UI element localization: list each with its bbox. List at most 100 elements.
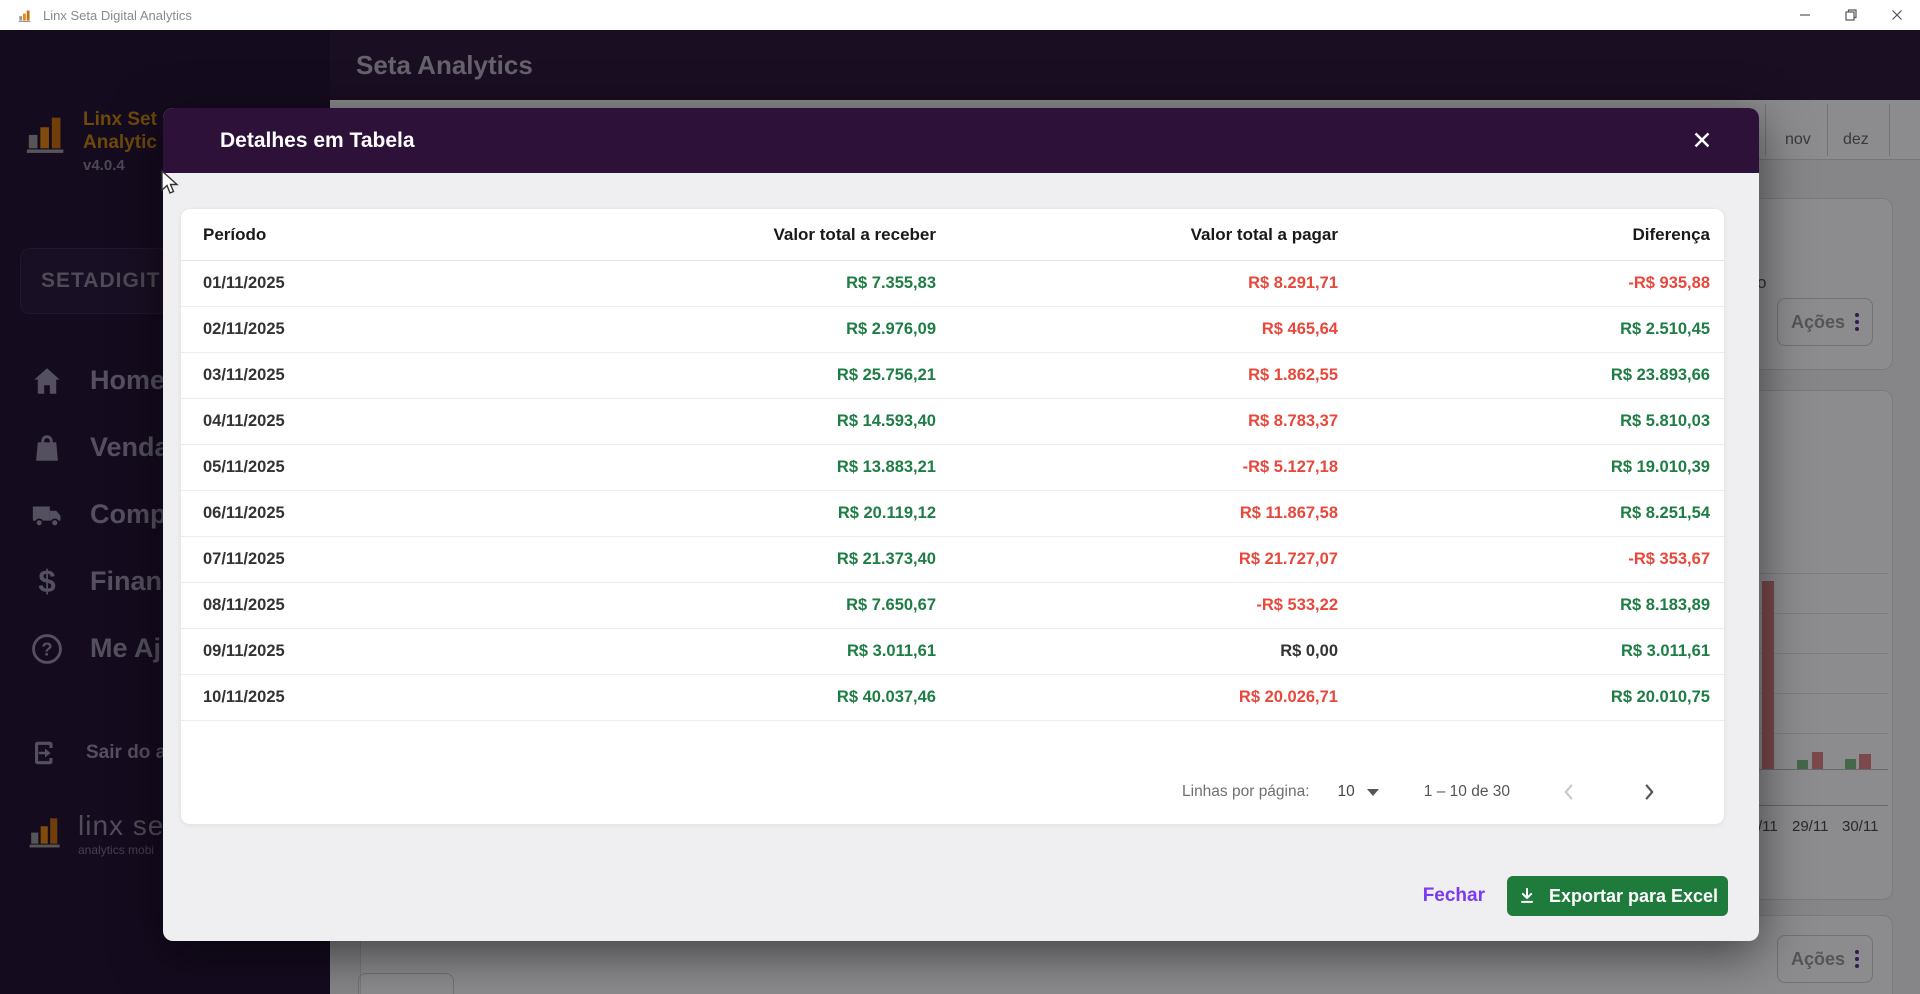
fechar-button[interactable]: Fechar bbox=[1422, 885, 1485, 906]
rows-per-page-label: Linhas por página: bbox=[1182, 783, 1310, 800]
cell-periodo: 03/11/2025 bbox=[203, 366, 285, 384]
export-excel-button[interactable]: Exportar para Excel bbox=[1507, 876, 1728, 916]
chart-x-tick: 30/11 bbox=[1842, 818, 1879, 835]
pagination-bar: Linhas por página: 10 1 – 10 de 30 bbox=[181, 760, 1724, 824]
cell-pagar: R$ 465,64 bbox=[1261, 320, 1338, 338]
cell-periodo: 01/11/2025 bbox=[203, 274, 285, 292]
chart-bar bbox=[1845, 759, 1856, 769]
nav-item-label: Finan bbox=[90, 566, 162, 596]
download-icon bbox=[1520, 887, 1533, 903]
sidebar-item-me-aj[interactable]: Me Aj bbox=[0, 615, 330, 682]
chart-bar bbox=[1812, 752, 1823, 769]
modal-header: Detalhes em Tabela ✕ bbox=[163, 108, 1759, 173]
cell-diferenca: -R$ 935,88 bbox=[1628, 274, 1710, 292]
table-row: 08/11/2025 R$ 7.650,67 -R$ 533,22 R$ 8.1… bbox=[181, 583, 1724, 629]
cell-receber: R$ 2.976,09 bbox=[846, 320, 936, 338]
cell-pagar: R$ 8.783,37 bbox=[1248, 412, 1338, 430]
table-row: 02/11/2025 R$ 2.976,09 R$ 465,64 R$ 2.51… bbox=[181, 307, 1724, 353]
previous-page-button[interactable] bbox=[1558, 781, 1580, 803]
chevron-right-icon bbox=[1645, 784, 1654, 800]
table-body: 01/11/2025 R$ 7.355,83 R$ 8.291,71 -R$ 9… bbox=[181, 261, 1724, 721]
actions-button-label: Ações bbox=[1790, 948, 1846, 969]
table-row: 01/11/2025 R$ 7.355,83 R$ 8.291,71 -R$ 9… bbox=[181, 261, 1724, 307]
table-row: 07/11/2025 R$ 21.373,40 R$ 21.727,07 -R$… bbox=[181, 537, 1724, 583]
table-header-row: Período Valor total a receber Valor tota… bbox=[181, 209, 1724, 261]
column-header-periodo: Período bbox=[203, 224, 267, 244]
nav-item-label: Venda bbox=[90, 432, 170, 462]
month-tab-dez[interactable]: dez bbox=[1843, 131, 1869, 148]
chart-bar bbox=[1859, 754, 1871, 769]
next-page-button[interactable] bbox=[1638, 781, 1660, 803]
cell-pagar: R$ 21.727,07 bbox=[1238, 550, 1338, 568]
close-icon[interactable]: ✕ bbox=[1691, 126, 1713, 155]
modal-body: Período Valor total a receber Valor tota… bbox=[163, 173, 1759, 825]
month-separator bbox=[1889, 104, 1890, 156]
cell-periodo: 04/11/2025 bbox=[203, 412, 285, 430]
actions-button-bottom[interactable]: Ações bbox=[1777, 935, 1873, 983]
sidebar-item-finan[interactable]: Finan bbox=[0, 548, 330, 615]
brand-subtitle: analytics mobi bbox=[78, 843, 155, 857]
nav-list: Home Venda Comp Finan Me Aj bbox=[0, 347, 330, 682]
chart-gridline bbox=[1740, 693, 1888, 694]
cell-diferenca: R$ 2.510,45 bbox=[1620, 320, 1710, 338]
brand-name: linx se bbox=[78, 810, 165, 841]
cell-receber: R$ 25.756,21 bbox=[836, 366, 936, 384]
kebab-menu-icon bbox=[1855, 950, 1860, 968]
cell-pagar: R$ 11.867,58 bbox=[1239, 504, 1338, 522]
app-version: v4.0.4 bbox=[83, 157, 125, 175]
chart-gridline bbox=[1740, 653, 1888, 654]
cell-periodo: 08/11/2025 bbox=[203, 596, 285, 614]
rows-per-page-select[interactable]: 10 bbox=[1338, 783, 1379, 801]
cell-pagar: -R$ 5.127,18 bbox=[1242, 458, 1338, 476]
table-row: 04/11/2025 R$ 14.593,40 R$ 8.783,37 R$ 5… bbox=[181, 399, 1724, 445]
logout-label: Sair do a bbox=[86, 742, 167, 763]
cell-receber: R$ 3.011,61 bbox=[847, 642, 936, 660]
app-logo-icon bbox=[18, 8, 33, 23]
cell-diferenca: R$ 20.010,75 bbox=[1610, 688, 1710, 706]
table-row: 09/11/2025 R$ 3.011,61 R$ 0,00 R$ 3.011,… bbox=[181, 629, 1724, 675]
window-title: Linx Seta Digital Analytics bbox=[43, 7, 192, 23]
cell-diferenca: R$ 3.011,61 bbox=[1621, 642, 1710, 660]
sidebar-logo: Linx Set Analytic v4.0.4 bbox=[25, 108, 157, 176]
sidebar-item-logout[interactable]: Sair do a bbox=[30, 738, 166, 768]
close-window-icon[interactable] bbox=[1874, 0, 1920, 30]
kebab-menu-icon bbox=[1855, 313, 1860, 331]
sidebar-item-comp[interactable]: Comp bbox=[0, 481, 330, 548]
table-row: 05/11/2025 R$ 13.883,21 -R$ 5.127,18 R$ … bbox=[181, 445, 1724, 491]
nav-item-label: Home bbox=[90, 365, 166, 395]
minimize-button-icon[interactable] bbox=[1782, 0, 1828, 30]
chart-axis bbox=[1740, 769, 1888, 770]
cell-receber: R$ 14.593,40 bbox=[836, 412, 936, 430]
nav-item-label: Comp bbox=[90, 499, 167, 529]
cell-periodo: 09/11/2025 bbox=[203, 642, 285, 660]
rows-per-page-value: 10 bbox=[1337, 783, 1355, 800]
sidebar-item-venda[interactable]: Venda bbox=[0, 414, 330, 481]
restore-button-icon[interactable] bbox=[1828, 0, 1874, 30]
table-row: 10/11/2025 R$ 40.037,46 R$ 20.026,71 R$ … bbox=[181, 675, 1724, 721]
actions-button-top[interactable]: Ações bbox=[1777, 298, 1873, 346]
sidebar-logo-line1: Linx Set bbox=[83, 109, 157, 130]
details-table: Período Valor total a receber Valor tota… bbox=[180, 208, 1725, 825]
cell-diferenca: R$ 8.183,89 bbox=[1620, 596, 1710, 614]
sidebar-item-home[interactable]: Home bbox=[0, 347, 330, 414]
column-header-pagar: Valor total a pagar bbox=[1190, 224, 1338, 244]
page-title: Seta Analytics bbox=[356, 49, 533, 80]
chart-gridline bbox=[1740, 733, 1888, 734]
actions-button-label: Ações bbox=[1790, 311, 1846, 332]
cell-diferenca: R$ 8.251,54 bbox=[1620, 504, 1710, 522]
month-separator bbox=[1827, 104, 1828, 156]
cell-diferenca: -R$ 353,67 bbox=[1628, 550, 1710, 568]
page-header: Seta Analytics bbox=[330, 30, 1920, 100]
cell-receber: R$ 13.883,21 bbox=[836, 458, 936, 476]
truncated-label: o bbox=[1757, 273, 1767, 292]
column-header-receber: Valor total a receber bbox=[773, 224, 936, 244]
cell-receber: R$ 40.037,46 bbox=[836, 688, 936, 706]
cell-periodo: 10/11/2025 bbox=[203, 688, 285, 706]
mouse-cursor bbox=[161, 170, 179, 194]
chevron-down-icon bbox=[1366, 788, 1379, 796]
hidden-button-outline bbox=[358, 973, 454, 994]
month-tab-nov[interactable]: nov bbox=[1785, 131, 1811, 148]
linx-brand: linx se analytics mobi bbox=[28, 810, 164, 857]
chart-bar bbox=[1762, 581, 1774, 769]
cell-receber: R$ 21.373,40 bbox=[836, 550, 936, 568]
